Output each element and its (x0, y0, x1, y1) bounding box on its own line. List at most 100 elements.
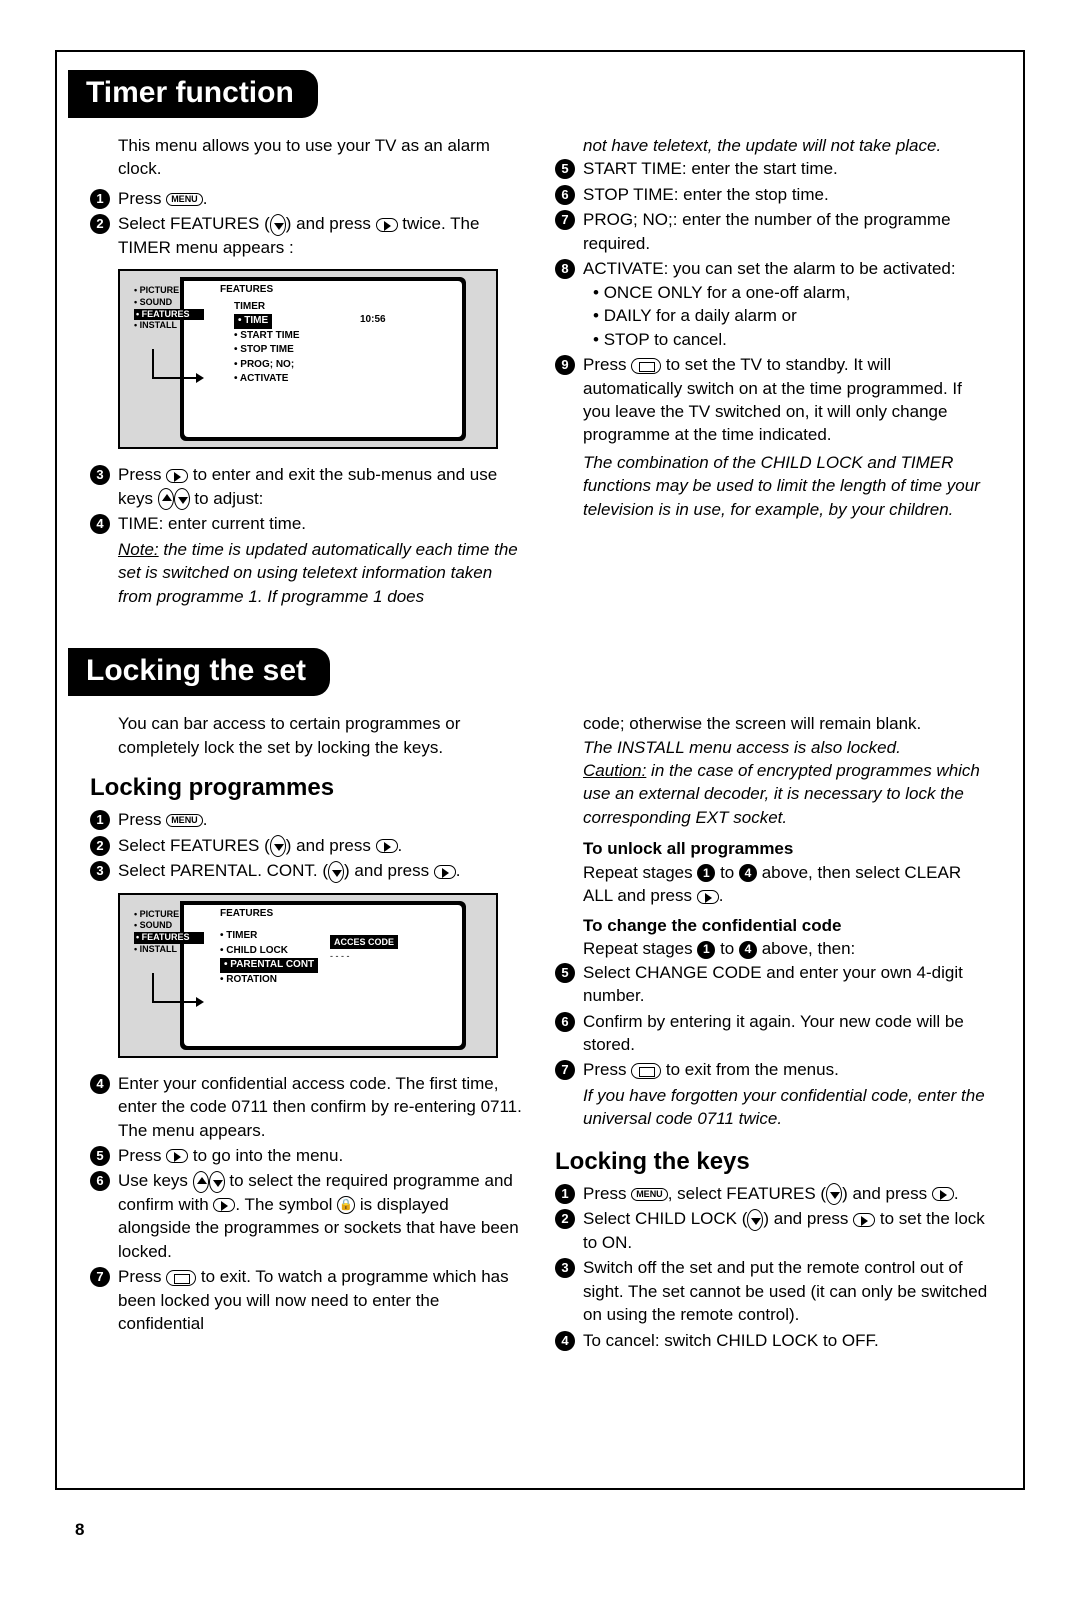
standby-button-icon (631, 358, 661, 374)
t: . The symbol (235, 1195, 337, 1214)
right-arrow-icon (434, 865, 456, 879)
step-8-text: ACTIVATE: you can set the alarm to be ac… (583, 257, 990, 351)
t: Press (583, 355, 631, 374)
t: Press (118, 810, 166, 829)
page-number: 8 (75, 1520, 84, 1540)
t: STOP to cancel. (604, 330, 727, 349)
m-sub: TIMER (234, 300, 300, 315)
cc-step-6: 6 Confirm by entering it again. Your new… (555, 1010, 990, 1057)
change-title: To change the confidential code (583, 914, 990, 937)
lp-step-1: 1 Press MENU. (90, 808, 525, 831)
t: Repeat stages (583, 863, 697, 882)
exit-button-icon (631, 1063, 661, 1079)
t: Press to exit from the menus. (583, 1058, 990, 1081)
inline-4: 4 (739, 864, 757, 882)
t: Press (583, 1060, 631, 1079)
section2-columns: You can bar access to certain programmes… (90, 712, 990, 1354)
timer-intro: This menu allows you to use your TV as a… (118, 134, 525, 181)
cc-step-5: 5 Select CHANGE CODE and enter your own … (555, 961, 990, 1008)
inline-4: 4 (739, 941, 757, 959)
t: DAILY for a daily alarm or (604, 306, 797, 325)
step-num-9: 9 (555, 355, 575, 375)
step-num-7: 7 (555, 210, 575, 230)
step-num-8: 8 (555, 259, 575, 279)
forgot-note: If you have forgotten your confidential … (583, 1084, 990, 1131)
sub8-3: • STOP to cancel. (593, 328, 990, 351)
menu2-right: FEATURES • TIMER • CHILD LOCK • PARENTAL… (220, 907, 318, 988)
timer-menu-diagram: • PICTURE • SOUND • FEATURES • INSTALL F… (118, 269, 498, 449)
m-sel: • FEATURES (134, 932, 204, 944)
section-header-timer: Timer function (68, 70, 318, 118)
step-3-text: Press to enter and exit the sub-menus an… (118, 463, 525, 510)
t: to go into the menu. (188, 1146, 343, 1165)
t: Press MENU. (118, 808, 525, 831)
exit-button-icon (166, 1270, 196, 1286)
t: Switch off the set and put the remote co… (583, 1256, 990, 1326)
m-item: • ACTIVATE (234, 372, 300, 387)
step-5-text: START TIME: enter the start time. (583, 157, 990, 180)
down-arrow-icon (209, 1171, 225, 1193)
section1-right-col: not have teletext, the update will not t… (555, 134, 990, 608)
t: ) and press (763, 1209, 853, 1228)
right-arrow-icon (166, 1149, 188, 1163)
t: to (715, 939, 739, 958)
lk-step-2: 2 Select CHILD LOCK () and press to set … (555, 1207, 990, 1254)
step-3: 3 Press to enter and exit the sub-menus … (90, 463, 525, 510)
m: • SOUND (134, 920, 204, 932)
right-arrow-icon (376, 839, 398, 853)
step-num-4: 4 (90, 514, 110, 534)
m: • PICTURE (134, 285, 204, 297)
section2-left-col: You can bar access to certain programmes… (90, 712, 525, 1354)
menu-button-icon: MENU (631, 1188, 668, 1201)
acces-code-label: ACCES CODE (330, 935, 398, 949)
t: . (954, 1184, 959, 1203)
step-1-text: Press MENU. (118, 187, 525, 210)
m-sel: • FEATURES (134, 309, 204, 321)
n: 2 (555, 1209, 575, 1229)
m-item: • PROG; NO; (234, 358, 300, 373)
menu-button-icon: MENU (166, 814, 203, 827)
down-arrow-icon (270, 214, 286, 236)
t: Select PARENTAL. CONT. () and press . (118, 859, 525, 883)
t: to exit from the menus. (661, 1060, 839, 1079)
lp-step-4: 4 Enter your confidential access code. T… (90, 1072, 525, 1142)
t: ) and press (286, 214, 376, 233)
t: Press MENU, select FEATURES () and press… (583, 1182, 990, 1206)
t: Press to exit. To watch a programme whic… (118, 1265, 525, 1335)
t: . (203, 810, 208, 829)
t: Press (118, 189, 166, 208)
sub8-2: • DAILY for a daily alarm or (593, 304, 990, 327)
unlock-text: Repeat stages 1 to 4 above, then select … (583, 861, 990, 908)
menu1-left: • PICTURE • SOUND • FEATURES • INSTALL (134, 285, 204, 332)
down-arrow-icon (328, 861, 344, 883)
lp-step-2: 2 Select FEATURES () and press . (90, 834, 525, 858)
step-2-text: Select FEATURES () and press twice. The … (118, 212, 525, 259)
caution-label: Caution: (583, 761, 646, 780)
section2-right-col: code; otherwise the screen will remain b… (555, 712, 990, 1354)
t: Confirm by entering it again. Your new c… (583, 1010, 990, 1057)
step-num-3: 3 (90, 465, 110, 485)
acces-code-val: - - - - (330, 950, 350, 962)
n: 4 (90, 1074, 110, 1094)
right-top: code; otherwise the screen will remain b… (583, 712, 990, 735)
t: Select FEATURES () and press . (118, 834, 525, 858)
m: • INSTALL (134, 320, 204, 332)
step-6-text: STOP TIME: enter the stop time. (583, 183, 990, 206)
m: • PICTURE (134, 909, 204, 921)
n: 6 (555, 1012, 575, 1032)
down-arrow-icon (826, 1183, 842, 1205)
section1-footnote: The combination of the CHILD LOCK and TI… (583, 451, 990, 521)
t: . (398, 836, 403, 855)
t: above, then: (757, 939, 855, 958)
step-9: 9 Press to set the TV to standby. It wil… (555, 353, 990, 447)
lp-step-3: 3 Select PARENTAL. CONT. () and press . (90, 859, 525, 883)
step-7-text: PROG; NO;: enter the number of the progr… (583, 208, 990, 255)
inline-1: 1 (697, 864, 715, 882)
menu-connector-icon (152, 349, 202, 379)
menu2-left: • PICTURE • SOUND • FEATURES • INSTALL (134, 909, 204, 956)
step-4-text: TIME: enter current time. (118, 512, 525, 535)
t: ) and press (842, 1184, 932, 1203)
t: Select FEATURES ( (118, 836, 270, 855)
n: 7 (90, 1267, 110, 1287)
m-timeval: 10:56 (360, 313, 386, 328)
